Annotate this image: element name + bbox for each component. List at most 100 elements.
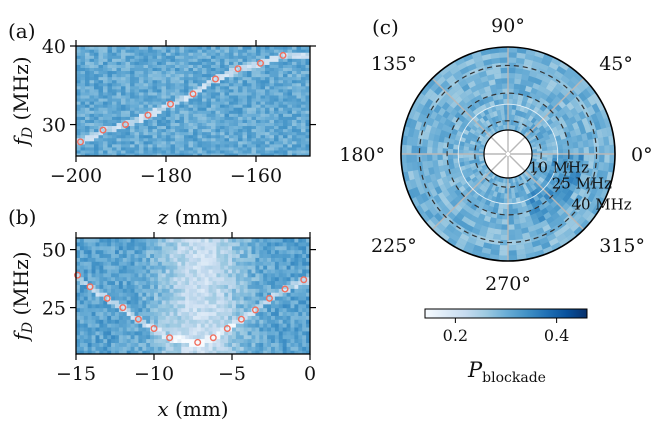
heat-cell <box>251 82 257 87</box>
heat-cell <box>122 315 128 320</box>
polar-cell <box>497 115 503 121</box>
heat-cell <box>247 104 253 108</box>
heat-cell <box>224 134 230 139</box>
heat-cell <box>154 323 159 328</box>
heat-cell <box>255 249 260 255</box>
polar-cell <box>533 244 544 253</box>
heat-cell <box>103 272 108 278</box>
heat-cell <box>175 58 181 62</box>
heat-cell <box>274 61 280 65</box>
heat-cell <box>76 143 82 148</box>
polar-cell <box>557 158 563 164</box>
heat-cell <box>197 88 203 93</box>
heat-cell <box>306 257 310 262</box>
heat-cell <box>76 299 81 305</box>
heat-cell <box>305 149 310 154</box>
heat-cell <box>247 97 253 102</box>
heat-cell <box>265 104 271 108</box>
heat-cell <box>256 128 262 133</box>
heat-cell <box>179 122 185 127</box>
heat-cell <box>139 137 145 142</box>
heat-cell <box>274 58 280 62</box>
heat-cell <box>278 94 284 99</box>
heat-cell <box>121 143 127 148</box>
heat-cell <box>290 276 295 282</box>
heat-cell <box>290 330 295 336</box>
heat-cell <box>134 101 140 105</box>
heat-cell <box>89 64 95 68</box>
heat-cell <box>242 61 248 65</box>
heat-cell <box>148 97 154 102</box>
heat-cell <box>193 238 198 243</box>
heat-cell <box>115 245 120 251</box>
heat-cell <box>286 338 292 343</box>
heat-cell <box>150 292 155 297</box>
heat-cell <box>115 296 120 301</box>
polar-cell <box>468 150 474 155</box>
heat-cell <box>251 245 256 251</box>
heat-cell <box>118 272 124 278</box>
polar-cell <box>583 153 590 162</box>
heat-cell <box>204 257 210 262</box>
heat-cell <box>197 116 203 120</box>
heat-cell <box>259 311 264 316</box>
heat-cell <box>157 303 163 309</box>
polar-cell <box>530 143 537 148</box>
heat-cell <box>208 346 214 351</box>
heat-cell <box>292 134 298 139</box>
heat-cell <box>161 257 167 262</box>
polar-cell <box>454 242 466 252</box>
heat-cell <box>152 58 158 62</box>
heat-cell <box>269 97 275 102</box>
polar-cell <box>530 87 538 95</box>
polar-cell <box>491 116 497 123</box>
polar-cell <box>572 121 580 130</box>
heat-cell <box>188 97 194 102</box>
heat-cell <box>267 338 272 343</box>
polar-cell <box>526 127 533 134</box>
heat-cell <box>139 73 145 78</box>
heat-cell <box>165 296 171 301</box>
heat-cell <box>247 253 253 258</box>
heat-cell <box>107 73 113 78</box>
polar-cell <box>453 144 459 150</box>
heat-cell <box>152 67 158 72</box>
heat-cell <box>193 326 198 332</box>
heat-cell <box>146 330 151 336</box>
heat-cell <box>220 125 226 130</box>
heat-cell <box>139 110 145 114</box>
heat-cell <box>301 76 307 81</box>
heat-cell <box>238 46 244 50</box>
heat-cell <box>121 152 127 156</box>
heat-cell <box>265 152 271 156</box>
heat-cell <box>89 104 95 108</box>
heat-cell <box>255 323 260 328</box>
heat-cell <box>143 67 149 72</box>
heat-cell <box>282 303 288 309</box>
heat-cell <box>94 76 100 81</box>
heat-cell <box>98 128 104 133</box>
polar-cell <box>518 174 523 181</box>
heat-cell <box>161 350 167 354</box>
heat-cell <box>228 330 233 336</box>
heat-cell <box>305 143 310 148</box>
heat-cell <box>200 319 206 324</box>
heat-cell <box>181 319 186 324</box>
heat-cell <box>118 288 124 293</box>
polar-cell <box>566 66 577 77</box>
heat-cell <box>294 261 299 266</box>
heat-cell <box>161 330 167 336</box>
heat-cell <box>125 49 131 53</box>
heat-cell <box>224 143 230 148</box>
colorbar-bar <box>424 308 588 319</box>
heat-cell <box>112 125 118 130</box>
heat-cell <box>302 338 307 343</box>
polar-spoke <box>508 77 585 154</box>
polar-cell <box>598 137 605 147</box>
heat-cell <box>287 76 293 81</box>
polar-cell <box>439 66 450 77</box>
heat-cell <box>184 137 190 142</box>
heat-cell <box>181 330 186 336</box>
heat-cell <box>204 330 210 336</box>
heat-cell <box>116 97 122 102</box>
